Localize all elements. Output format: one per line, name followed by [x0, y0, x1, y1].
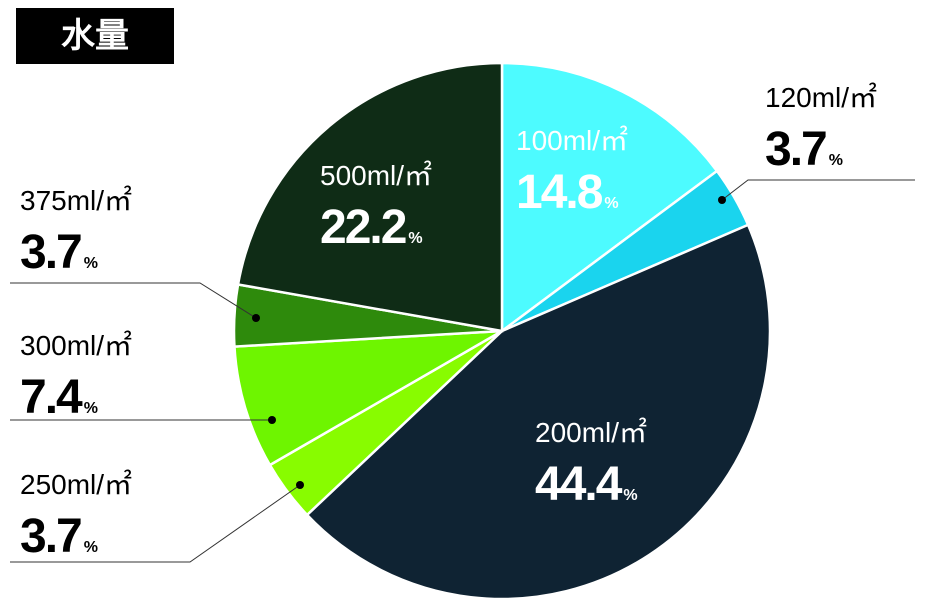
slice-value: 7.4% [20, 371, 98, 424]
leader-dot [268, 416, 276, 424]
value-number: 7.4 [20, 371, 83, 424]
slice-value: 3.7% [765, 123, 843, 176]
value-number: 3.7 [765, 123, 826, 176]
slice-name: 100ml/㎡ [516, 125, 628, 156]
value-number: 3.7 [20, 510, 81, 563]
value-suffix: % [84, 539, 98, 556]
leader-dot [718, 196, 726, 204]
pie-slice [236, 61, 504, 333]
value-number: 14.8 [516, 166, 603, 219]
leader-dot [296, 481, 304, 489]
value-number: 44.4 [535, 458, 623, 511]
slice-value: 3.7% [20, 510, 98, 563]
slice-name: 250ml/㎡ [20, 469, 132, 500]
leader-dot [252, 314, 260, 322]
chart-title: 水量 [61, 17, 129, 55]
leader-line [10, 484, 301, 563]
leader-line [721, 179, 915, 201]
slice-value: 44.4% [535, 458, 638, 511]
slice-name: 375ml/㎡ [20, 185, 132, 216]
pie-slice [233, 329, 503, 467]
slice-value: 22.2% [320, 201, 423, 254]
slice-value: 3.7% [20, 226, 98, 279]
pie-slice [500, 61, 719, 334]
value-suffix: % [408, 230, 422, 247]
value-suffix: % [84, 400, 98, 417]
leader-line [10, 282, 257, 319]
value-suffix: % [829, 152, 843, 169]
value-number: 22.2 [320, 201, 406, 254]
slice-name: 500ml/㎡ [320, 160, 432, 191]
slice-name: 200ml/㎡ [535, 417, 647, 448]
value-suffix: % [604, 195, 618, 212]
pie-slice [305, 223, 772, 601]
value-suffix: % [84, 255, 98, 272]
slice-name: 300ml/㎡ [20, 330, 132, 361]
slice-value: 14.8% [516, 166, 619, 219]
slice-name: 120ml/㎡ [765, 82, 877, 113]
title-box [16, 8, 174, 64]
value-number: 3.7 [20, 226, 81, 279]
value-suffix: % [623, 487, 637, 504]
